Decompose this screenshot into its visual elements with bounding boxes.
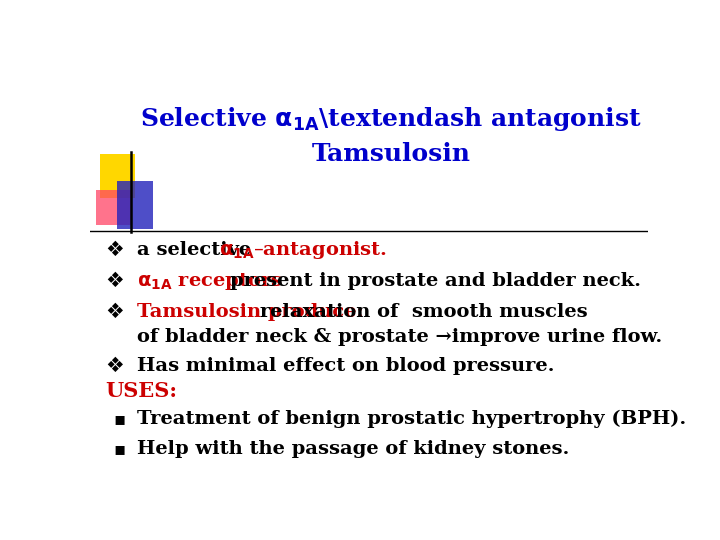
- Bar: [117, 181, 153, 229]
- Text: ❖: ❖: [106, 271, 125, 291]
- Text: USES:: USES:: [106, 381, 178, 401]
- Text: Has minimal effect on blood pressure.: Has minimal effect on blood pressure.: [138, 357, 555, 375]
- Text: ❖: ❖: [106, 302, 125, 322]
- Text: $\mathbf{\alpha_{1A}}$ receptors: $\mathbf{\alpha_{1A}}$ receptors: [138, 271, 284, 292]
- Text: ▪: ▪: [113, 410, 125, 428]
- Text: $\mathbf{\alpha_{1A}}$–antagonist.: $\mathbf{\alpha_{1A}}$–antagonist.: [220, 239, 387, 261]
- Text: present in prostate and bladder neck.: present in prostate and bladder neck.: [230, 272, 641, 290]
- Text: Tamsulosin: Tamsulosin: [312, 142, 471, 166]
- Text: ❖: ❖: [106, 356, 125, 376]
- Text: relaxation of  smooth muscles: relaxation of smooth muscles: [260, 303, 588, 321]
- Text: Tamsulosin produce:: Tamsulosin produce:: [138, 303, 364, 321]
- Text: of bladder neck & prostate →improve urine flow.: of bladder neck & prostate →improve urin…: [138, 328, 662, 346]
- Text: Help with the passage of kidney stones.: Help with the passage of kidney stones.: [138, 441, 570, 458]
- Text: Selective $\mathbf{\alpha_{1A}}$\textendash antagonist: Selective $\mathbf{\alpha_{1A}}$\textend…: [140, 105, 642, 133]
- Text: ▪: ▪: [113, 441, 125, 458]
- Bar: [100, 154, 135, 198]
- Text: Treatment of benign prostatic hypertrophy (BPH).: Treatment of benign prostatic hypertroph…: [138, 410, 687, 428]
- Text: ❖: ❖: [106, 240, 125, 260]
- Text: a selective: a selective: [138, 241, 258, 259]
- Bar: [96, 190, 132, 225]
